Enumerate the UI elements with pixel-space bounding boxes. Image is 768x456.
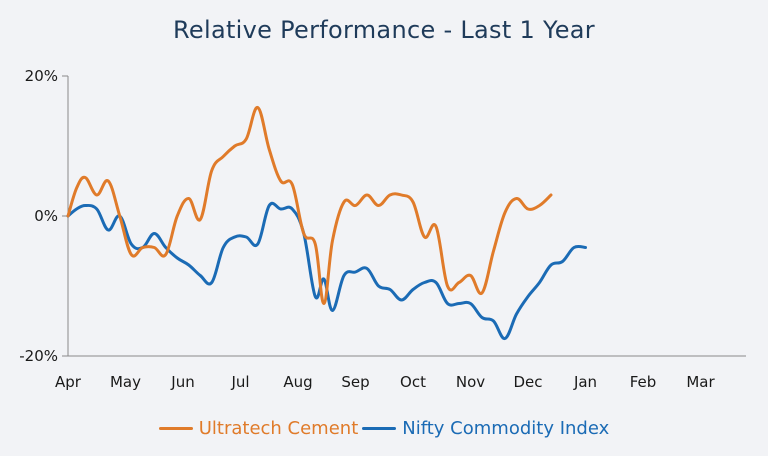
legend-swatch-nifty-commodity bbox=[362, 427, 397, 430]
series-lines bbox=[66, 105, 587, 340]
x-tick-label: Feb bbox=[630, 373, 657, 391]
x-tick-label: Jan bbox=[573, 373, 597, 391]
legend-item-ultratech: Ultratech Cement bbox=[158, 418, 359, 439]
legend: Ultratech Cement Nifty Commodity Index bbox=[0, 418, 768, 439]
series-line-ultratech bbox=[66, 105, 553, 306]
chart-title: Relative Performance - Last 1 Year bbox=[173, 16, 595, 44]
x-tick-label: Jun bbox=[170, 373, 194, 391]
x-tick-label: Dec bbox=[513, 373, 542, 391]
x-tick-label: May bbox=[110, 373, 141, 391]
legend-item-nifty-commodity: Nifty Commodity Index bbox=[362, 418, 609, 439]
x-tick-label: Jul bbox=[230, 373, 249, 391]
legend-swatch-ultratech bbox=[158, 427, 193, 430]
legend-label-nifty-commodity: Nifty Commodity Index bbox=[402, 418, 610, 439]
legend-label-ultratech: Ultratech Cement bbox=[198, 418, 359, 439]
series-line-nifty-commodity bbox=[66, 201, 587, 340]
x-tick-label: Mar bbox=[686, 373, 715, 391]
axes: 20% 0% -20% Apr May Jun Jul Aug Sep Oct Nov Dec Jan F… bbox=[19, 67, 746, 391]
x-tick-label: Apr bbox=[55, 373, 82, 391]
x-tick-label: Aug bbox=[283, 373, 312, 391]
y-tick-label: 20% bbox=[25, 67, 58, 85]
y-tick-label: -20% bbox=[19, 347, 58, 365]
x-tick-label: Oct bbox=[400, 373, 426, 391]
x-tick-label: Sep bbox=[341, 373, 369, 391]
y-tick-label: 0% bbox=[34, 207, 58, 225]
x-tick-label: Nov bbox=[456, 373, 485, 391]
